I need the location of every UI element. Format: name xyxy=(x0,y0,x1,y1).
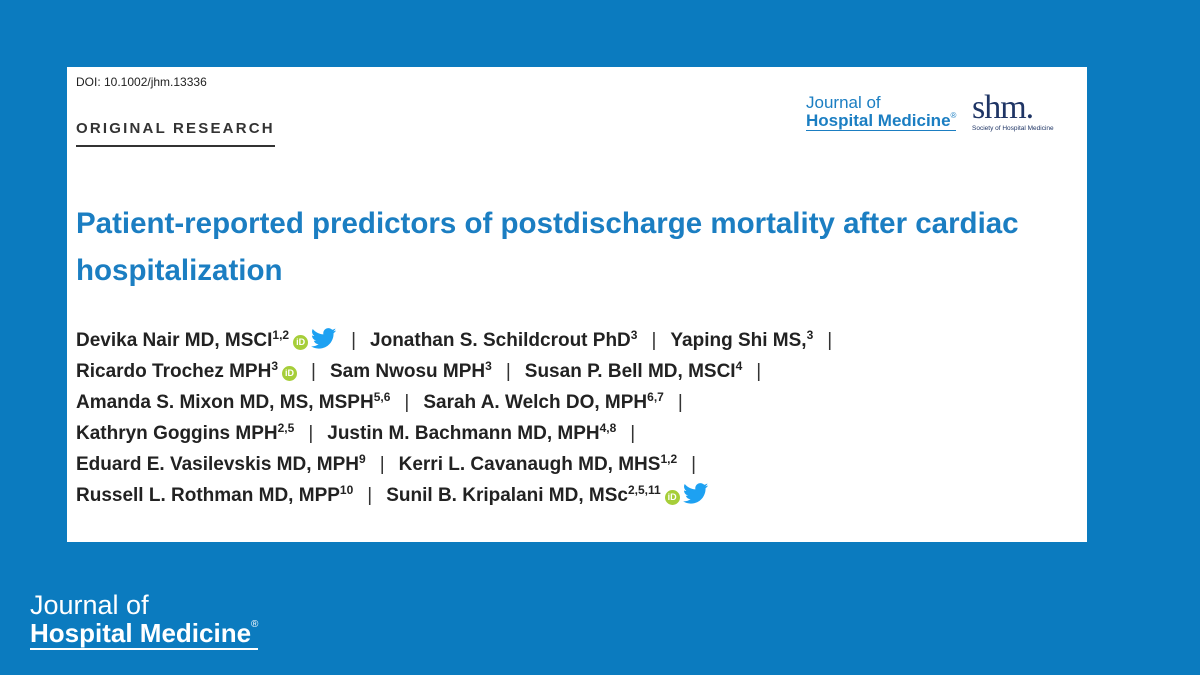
registered-mark: ® xyxy=(950,111,957,120)
author-name: Jonathan S. Schildcrout PhD xyxy=(370,330,631,351)
footer-logo-line1: Journal of xyxy=(30,590,149,620)
author-affiliation: 3 xyxy=(271,359,279,373)
author-name: Justin M. Bachmann MD, MPH xyxy=(327,423,600,444)
author-name: Devika Nair MD, MSCI xyxy=(76,330,273,351)
author-affiliation: 2,5 xyxy=(277,421,295,435)
orcid-icon[interactable]: iD xyxy=(293,335,309,350)
journal-logo: Journal of Hospital Medicine® xyxy=(806,93,957,131)
author-affiliation: 6,7 xyxy=(647,390,664,404)
author-row: Amanda S. Mixon MD, MS, MSPH5,6 | Sarah A.… xyxy=(76,387,1076,418)
footer-logo-line2: Hospital Medicine® xyxy=(30,618,259,650)
author-name: Sarah A. Welch DO, MPH xyxy=(423,392,648,413)
author-name: Kathryn Goggins MPH xyxy=(76,423,278,444)
author-separator: | xyxy=(351,330,357,351)
orcid-icon[interactable]: iD xyxy=(664,490,680,505)
author-separator: | xyxy=(630,423,636,444)
author-separator: | xyxy=(505,361,511,382)
author-separator: | xyxy=(691,454,697,475)
author-separator: | xyxy=(756,361,762,382)
author-separator: | xyxy=(404,392,410,413)
author-separator: | xyxy=(311,361,316,382)
doi-label: DOI: 10.1002/jhm.13336 xyxy=(76,75,207,89)
author-separator: | xyxy=(379,454,385,475)
author-affiliation: 9 xyxy=(359,452,366,466)
twitter-bird-icon[interactable] xyxy=(682,483,709,504)
author-affiliation: 3 xyxy=(806,328,814,342)
author-list: Devika Nair MD, MSCI1,2 iD | Jonathan S. Sc… xyxy=(76,325,1076,511)
author-affiliation: 1,2 xyxy=(272,328,290,342)
author-affiliation: 3 xyxy=(630,328,638,342)
society-logo: shm. Society of Hospital Medicine xyxy=(972,91,1054,133)
author-affiliation: 2,5,11 xyxy=(627,483,661,497)
footer-logo-line2-text: Hospital Medicine xyxy=(30,618,252,648)
author-separator: | xyxy=(308,423,314,444)
author-affiliation: 4 xyxy=(735,359,743,373)
author-row: Devika Nair MD, MSCI1,2 iD | Jonathan S. Sc… xyxy=(76,325,1076,356)
author-name: Susan P. Bell MD, MSCI xyxy=(524,361,736,382)
author-name: Yaping Shi MS, xyxy=(670,330,807,351)
author-separator: | xyxy=(827,330,833,351)
author-row: Kathryn Goggins MPH2,5 | Justin M. Bachman… xyxy=(76,418,1076,449)
twitter-bird-icon[interactable] xyxy=(311,328,337,349)
author-name: Sunil B. Kripalani MD, MSc xyxy=(386,485,628,506)
society-logo-subtitle: Society of Hospital Medicine xyxy=(972,125,1054,132)
journal-logo-line2-text: Hospital Medicine xyxy=(806,111,951,130)
registered-mark: ® xyxy=(251,619,259,630)
author-name: Ricardo Trochez MPH xyxy=(76,361,272,382)
author-affiliation: 4,8 xyxy=(599,421,617,435)
orcid-icon[interactable]: iD xyxy=(282,366,298,381)
author-name: Sam Nwosu MPH xyxy=(329,361,486,382)
society-logo-mark: shm. xyxy=(972,89,1034,126)
author-separator: | xyxy=(651,330,657,351)
journal-logo-line1: Journal of xyxy=(806,93,881,112)
section-label: ORIGINAL RESEARCH xyxy=(76,120,275,147)
author-row: Eduard E. Vasilevskis MD, MPH9 | Kerri L. … xyxy=(76,449,1076,480)
author-name: Amanda S. Mixon MD, MS, MSPH xyxy=(76,392,374,413)
journal-logo-line2: Hospital Medicine® xyxy=(806,111,957,131)
author-name: Kerri L. Cavanaugh MD, MHS xyxy=(398,454,661,475)
author-affiliation: 10 xyxy=(339,483,354,497)
author-separator: | xyxy=(367,485,373,506)
author-affiliation: 1,2 xyxy=(660,452,678,466)
article-title: Patient-reported predictors of postdisch… xyxy=(76,207,1019,287)
author-row: Ricardo Trochez MPH3 iD | Sam Nwosu MPH3 | Su… xyxy=(76,356,1076,387)
article-header-card: DOI: 10.1002/jhm.13336 ORIGINAL RESEARCH… xyxy=(67,67,1087,542)
footer-journal-logo: Journal of Hospital Medicine® xyxy=(30,590,259,650)
author-affiliation: 3 xyxy=(485,359,492,373)
author-row: Russell L. Rothman MD, MPP10 | Sunil B. Kr… xyxy=(76,480,1076,511)
author-separator: | xyxy=(677,392,683,413)
author-name: Eduard E. Vasilevskis MD, MPH xyxy=(76,454,359,475)
author-name: Russell L. Rothman MD, MPP xyxy=(76,485,340,506)
author-affiliation: 5,6 xyxy=(373,390,391,404)
